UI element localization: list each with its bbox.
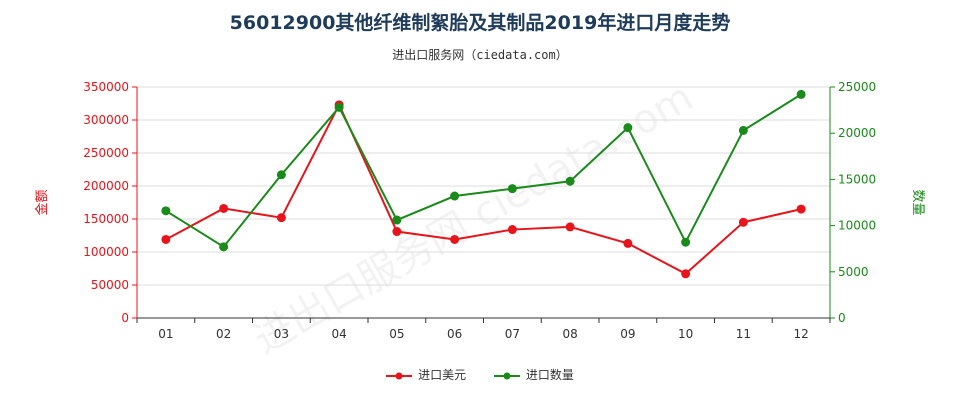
data-point-series1	[623, 238, 633, 248]
data-point-series1	[450, 234, 460, 244]
y-right-tick-label: 15000	[838, 172, 876, 186]
x-tick-label: 10	[678, 327, 693, 341]
data-point-series2	[219, 242, 229, 252]
x-tick-label: 05	[389, 327, 404, 341]
data-point-series2	[738, 125, 748, 135]
y-left-tick-label: 350000	[83, 80, 129, 94]
data-point-series2	[392, 215, 402, 225]
data-point-series2	[623, 123, 633, 133]
x-tick-label: 09	[620, 327, 635, 341]
legend-swatch-series1	[386, 372, 413, 379]
y-left-tick-label: 100000	[83, 245, 129, 259]
data-point-series2	[681, 237, 691, 247]
y-left-tick-label: 250000	[83, 146, 129, 160]
data-point-series1	[796, 204, 806, 214]
x-tick-label: 02	[216, 327, 231, 341]
y-right-tick-label: 25000	[838, 80, 876, 94]
data-point-series1	[392, 227, 402, 237]
y-right-tick-label: 10000	[838, 219, 876, 233]
y-right-tick-label: 0	[838, 311, 846, 325]
x-tick-label: 03	[274, 327, 289, 341]
legend-item-series2[interactable]: 进口数量	[493, 366, 574, 383]
x-tick-label: 08	[562, 327, 577, 341]
y-left-tick-label: 150000	[83, 212, 129, 226]
data-point-series2	[796, 89, 806, 99]
y-right-tick-label: 20000	[838, 126, 876, 140]
data-point-series2	[565, 176, 575, 186]
data-point-series2	[334, 102, 344, 112]
series-line-1	[165, 102, 802, 275]
x-tick-label: 12	[793, 327, 808, 341]
data-point-series1	[681, 269, 691, 279]
legend-label-series1: 进口美元	[418, 368, 467, 382]
data-point-series2	[507, 184, 517, 194]
y-left-tick-label: 0	[121, 311, 129, 325]
legend-label-series2: 进口数量	[525, 368, 574, 382]
chart-title: 56012900其他纤维制絮胎及其制品2019年进口月度走势	[229, 12, 731, 34]
x-tick-label: 06	[447, 327, 462, 341]
data-point-series1	[565, 222, 575, 232]
y-left-axis-label: 金额	[34, 189, 50, 215]
chart-legend: 进口美元 进口数量	[0, 366, 960, 383]
y-left-tick-label: 300000	[83, 113, 129, 127]
data-point-series1	[738, 217, 748, 227]
data-point-series2	[276, 170, 286, 180]
x-tick-label: 07	[505, 327, 520, 341]
series-line-2	[165, 93, 802, 249]
data-point-series1	[507, 225, 517, 235]
y-right-axis-label: 数量	[910, 189, 925, 215]
data-point-series1	[161, 234, 171, 244]
x-tick-label: 11	[736, 327, 751, 341]
legend-swatch-series2	[493, 372, 520, 379]
x-tick-label: 01	[158, 327, 173, 341]
data-point-series2	[161, 206, 171, 216]
data-point-series1	[219, 203, 229, 213]
chart-subtitle: 进出口服务网（ciedata.com）	[392, 48, 568, 62]
legend-item-series1[interactable]: 进口美元	[386, 366, 466, 383]
y-right-tick-label: 5000	[838, 265, 869, 279]
y-left-tick-label: 200000	[83, 179, 129, 193]
data-point-series1	[276, 213, 286, 223]
y-left-tick-label: 50000	[91, 278, 129, 292]
x-tick-label: 04	[331, 327, 346, 341]
data-point-series2	[450, 191, 460, 201]
